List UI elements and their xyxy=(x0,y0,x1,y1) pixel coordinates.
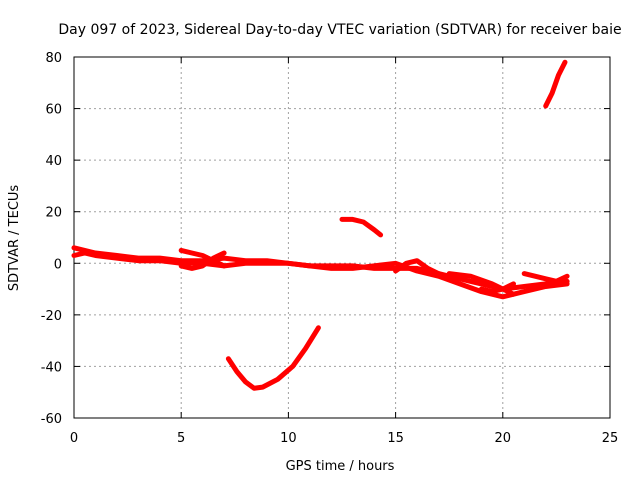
grid xyxy=(74,57,610,418)
chart-title: Day 097 of 2023, Sidereal Day-to-day VTE… xyxy=(58,22,621,38)
tick-marks xyxy=(73,56,611,419)
series-line xyxy=(178,247,227,269)
y-tick-label: 20 xyxy=(45,206,62,221)
y-tick-label: -60 xyxy=(41,412,62,427)
y-tick-label: 60 xyxy=(45,103,62,118)
y-tick-labels: -60 -40 -20 0 20 40 60 80 xyxy=(41,51,62,427)
y-axis-title: SDTVAR / TECUs xyxy=(7,185,22,292)
x-tick-label: 5 xyxy=(177,431,185,446)
x-tick-label: 0 xyxy=(70,431,78,446)
x-tick-label: 20 xyxy=(495,431,512,446)
series-line xyxy=(225,325,321,391)
plot-frame xyxy=(73,56,611,419)
series-line xyxy=(339,216,384,238)
y-tick-label: 80 xyxy=(45,51,62,66)
data-series xyxy=(71,59,570,391)
series-line xyxy=(543,59,568,109)
x-tick-labels: 0 5 10 15 20 25 xyxy=(70,431,618,446)
y-tick-label: 40 xyxy=(45,154,62,169)
y-tick-label: -20 xyxy=(41,309,62,324)
series-line xyxy=(521,271,570,284)
x-axis-title: GPS time / hours xyxy=(286,459,395,474)
series-line xyxy=(393,258,441,277)
x-tick-label: 25 xyxy=(602,431,619,446)
y-tick-label: -40 xyxy=(41,360,62,375)
series-line xyxy=(478,281,516,295)
x-tick-label: 10 xyxy=(280,431,297,446)
y-tick-label: 0 xyxy=(54,257,62,272)
series-line xyxy=(178,250,227,271)
x-tick-label: 15 xyxy=(387,431,404,446)
